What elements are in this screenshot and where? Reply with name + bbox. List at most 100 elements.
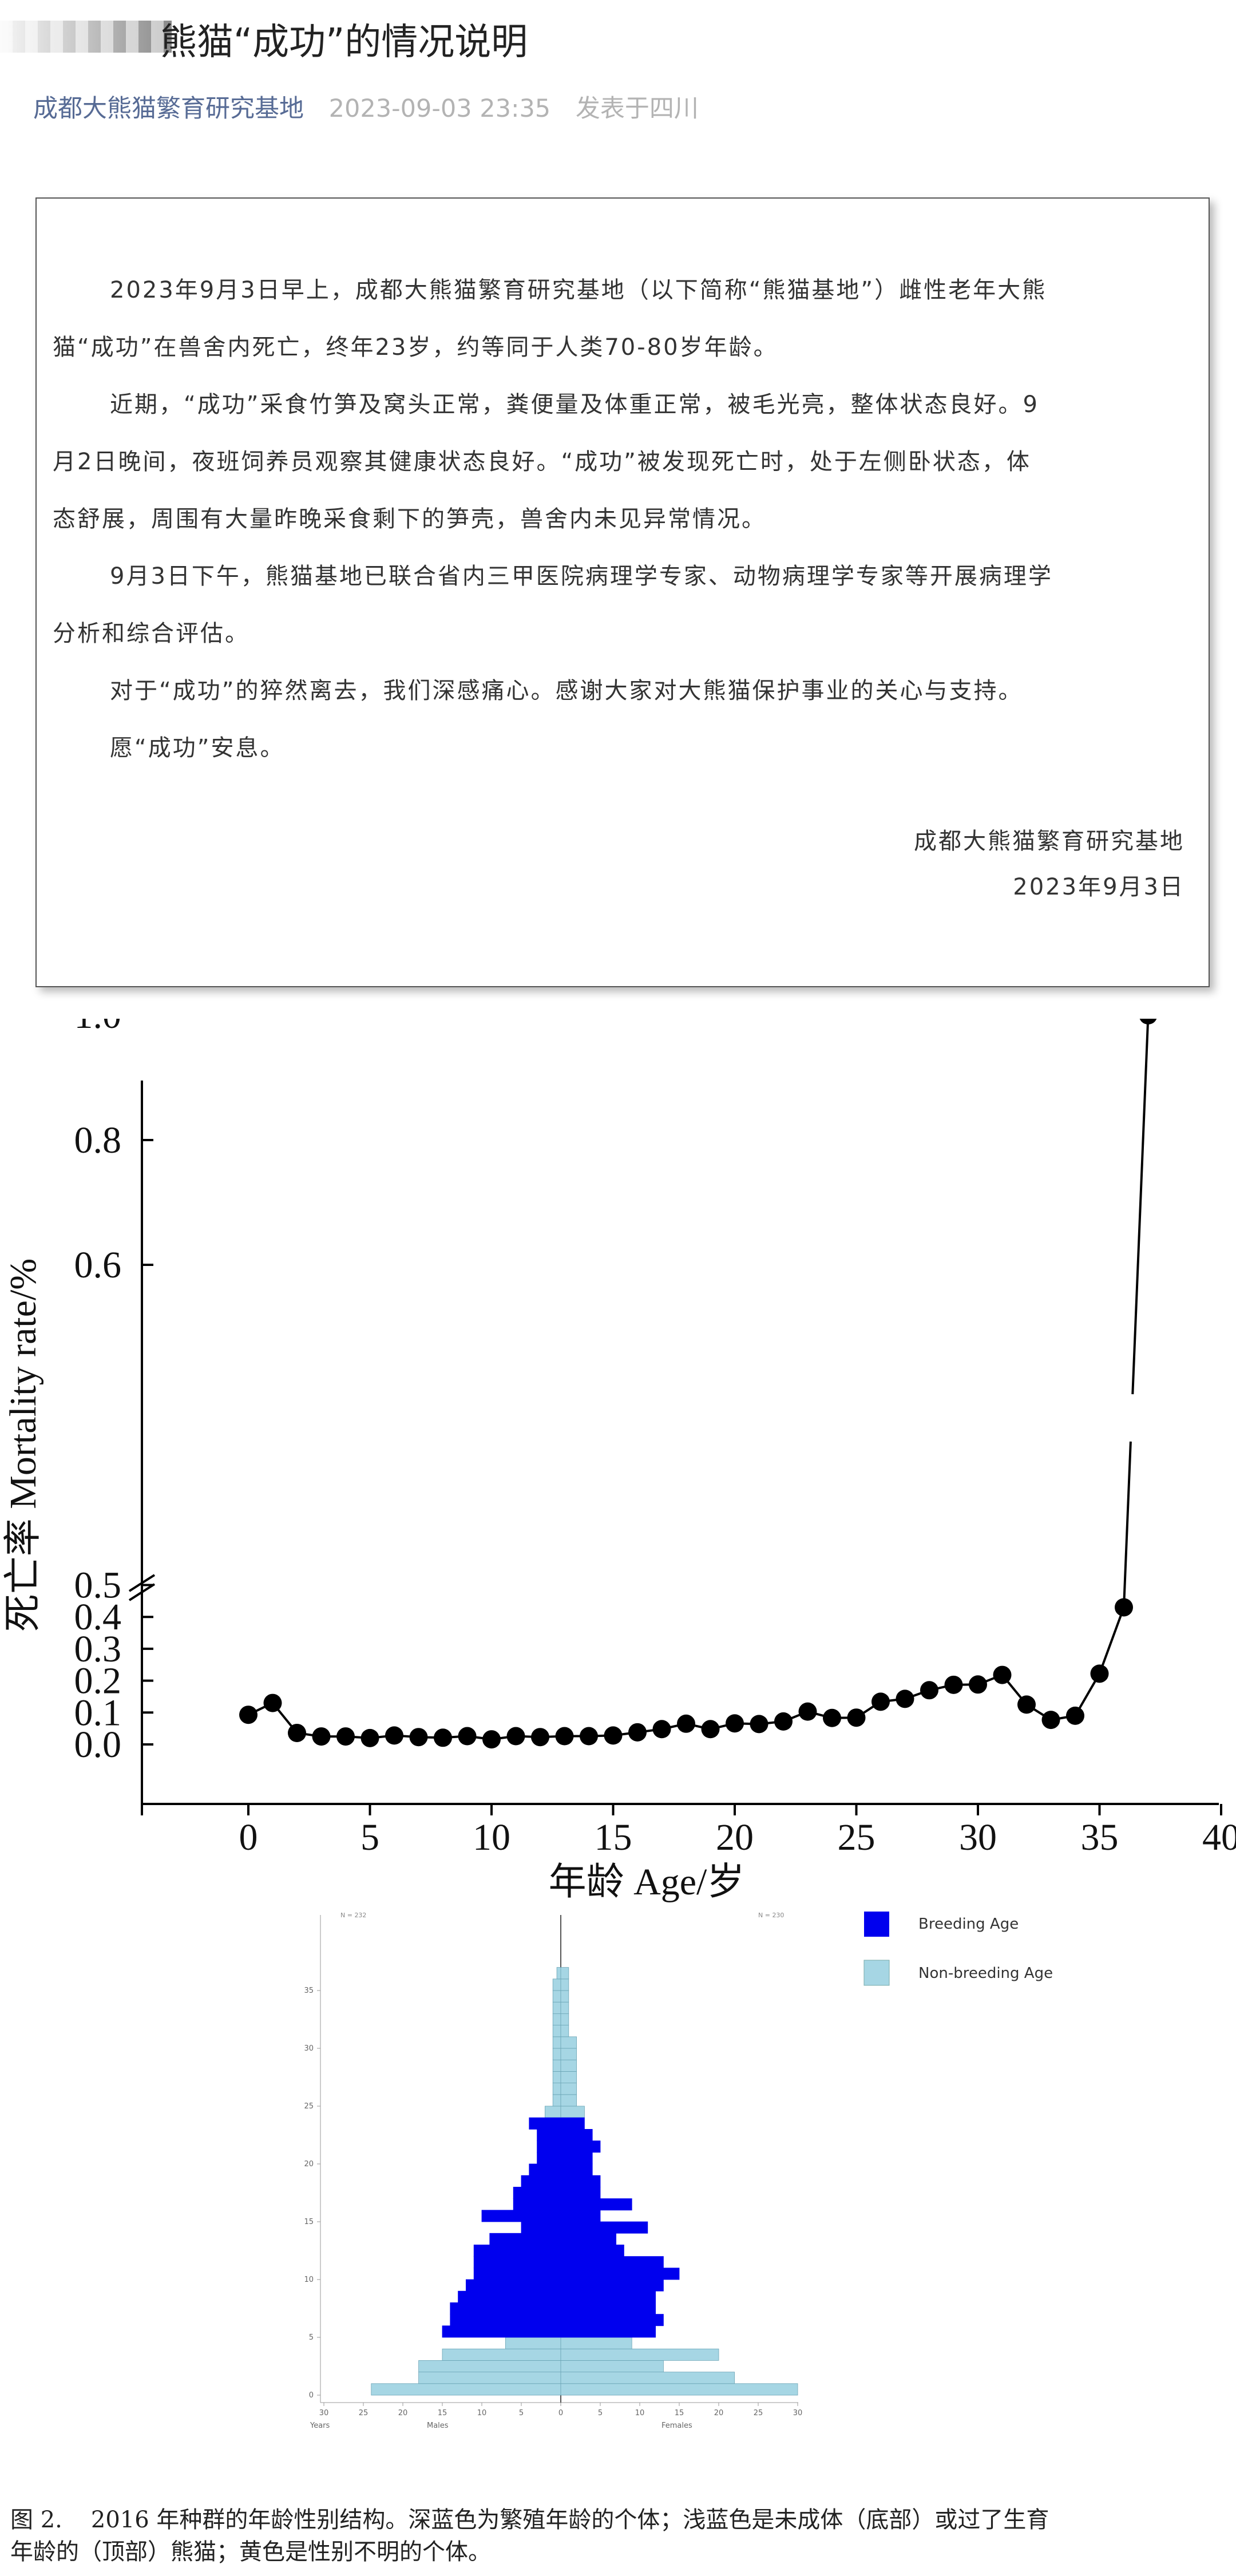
female-breeding-bar [560, 2175, 601, 2187]
female-breeding-bar [560, 2302, 656, 2315]
male-breeding-bar [473, 2245, 561, 2257]
notice-image: 2023年9月3日早上，成都大熊猫繁育研究基地（以下简称“熊猫基地”）雌性老年大… [35, 197, 1210, 987]
female-breeding-bar [560, 2279, 664, 2292]
female-non-breeding-bar [560, 2025, 569, 2037]
male-breeding-bar [473, 2256, 561, 2269]
male-non-breeding-bar [552, 2071, 561, 2083]
female-non-breeding-bar [560, 2048, 577, 2060]
male-non-breeding-bar [556, 1967, 561, 1980]
source-link[interactable]: 成都大熊猫繁育研究基地 [33, 94, 304, 123]
female-non-breeding-bar [560, 2001, 569, 2014]
notice-date: 2023年9月3日 [1013, 874, 1184, 900]
male-breeding-bar [513, 2186, 561, 2199]
series-segment [1131, 1019, 1150, 1395]
male-breeding-bar [537, 2152, 561, 2165]
data-point [434, 1728, 452, 1747]
male-non-breeding-bar [552, 2048, 561, 2060]
data-point [531, 1728, 549, 1747]
publish-location: 发表于四川 [575, 94, 699, 123]
pyramid-count-label: 5 [598, 2409, 603, 2417]
article-meta: 成都大熊猫繁育研究基地 2023-09-03 23:35 发表于四川 [33, 89, 699, 124]
data-point [726, 1714, 744, 1733]
pyramid-count-label: 20 [398, 2409, 408, 2417]
male-breeding-bar [529, 2117, 561, 2130]
male-non-breeding-bar [552, 1979, 561, 1991]
y-tick-label: 0.5 [74, 1565, 122, 1606]
y-tick-label: 0.8 [74, 1119, 122, 1161]
female-non-breeding-bar [560, 2059, 577, 2072]
data-point [506, 1727, 525, 1746]
male-breeding-bar [513, 2198, 561, 2211]
pyramid-age-label: 35 [304, 1987, 314, 1995]
female-breeding-bar [560, 2290, 656, 2303]
figure-number: 图 2. [10, 2507, 62, 2533]
female-non-breeding-bar [560, 2337, 632, 2349]
female-non-breeding-bar [560, 2360, 664, 2373]
female-non-breeding-bar [560, 2036, 577, 2049]
data-point [1139, 1019, 1157, 1024]
notice-paragraph-1-line-1: 2023年9月3日早上，成都大熊猫繁育研究基地（以下简称“熊猫基地”）雌性老年大… [110, 277, 1047, 303]
y-tick-label: 0.3 [74, 1628, 122, 1670]
data-point [555, 1727, 574, 1746]
pyramid-age-label: 10 [304, 2276, 314, 2284]
pyramid-years-label: Years [310, 2421, 330, 2430]
male-non-breeding-bar [552, 2025, 561, 2037]
male-non-breeding-bar [552, 2094, 561, 2107]
pyramid-count-label: 20 [714, 2409, 724, 2417]
pyramid-age-label: 15 [304, 2218, 314, 2226]
notice-paragraph-1-line-2: 猫“成功”在兽舍内死亡，终年23岁，约等同于人类70-80岁年龄。 [53, 334, 778, 361]
data-point [847, 1708, 866, 1727]
pyramid-age-label: 25 [304, 2102, 314, 2111]
male-breeding-bar [537, 2140, 561, 2153]
pyramid-count-label: 30 [319, 2409, 329, 2417]
legend-non-breeding-age: Non-breeding Age [918, 1965, 1053, 1982]
female-breeding-bar [560, 2314, 664, 2326]
data-point [458, 1727, 477, 1746]
female-breeding-bar [560, 2140, 601, 2153]
male-non-breeding-bar [552, 2001, 561, 2014]
mortality-line [248, 1019, 1150, 1741]
data-point [677, 1714, 695, 1733]
data-point [482, 1730, 501, 1749]
male-non-breeding-bar [552, 1990, 561, 2003]
pyramid-males-label: Males [427, 2421, 449, 2430]
pyramid-count-label: 10 [635, 2409, 645, 2417]
axis-break-mark [128, 1574, 156, 1592]
x-tick-label: 25 [838, 1817, 876, 1858]
notice-paragraph-2-line-3: 态舒展，周围有大量昨晚采食剩下的笋壳，兽舍内未见异常情况。 [53, 506, 766, 532]
data-point [750, 1715, 768, 1734]
female-breeding-bar [560, 2186, 601, 2199]
male-non-breeding-bar [418, 2360, 561, 2373]
notice-paragraph-2-line-1: 近期，“成功”采食竹笋及窝头正常，粪便量及体重正常，被毛光亮，整体状态良好。9 [110, 391, 1039, 418]
figure-caption: 图 2. 2016 年种群的年龄性别结构。深蓝色为繁殖年龄的个体；浅蓝色是未成体（… [10, 2504, 1229, 2568]
caption-line-1: 2016 年种群的年龄性别结构。深蓝色为繁殖年龄的个体；浅蓝色是未成体（底部）或… [90, 2507, 1049, 2533]
notice-signature: 成都大熊猫繁育研究基地 [914, 828, 1184, 854]
pyramid-females-label: Females [661, 2421, 692, 2430]
female-non-breeding-bar [560, 2348, 719, 2361]
data-point [239, 1706, 258, 1724]
x-tick-label: 35 [1081, 1817, 1119, 1858]
male-non-breeding-bar [505, 2337, 561, 2349]
notice-paragraph-3-line-1: 9月3日下午，熊猫基地已联合省内三甲医院病理学专家、动物病理学专家等开展病理学 [110, 563, 1053, 589]
data-point [360, 1728, 379, 1747]
data-point [1041, 1711, 1060, 1730]
pyramid-age-label: 5 [309, 2333, 314, 2342]
article-title-text: 熊猫“成功”的情况说明 [160, 21, 528, 64]
pyramid-age-label: 30 [304, 2044, 314, 2053]
article-title: 熊猫“成功”的情况说明 [0, 8, 687, 64]
male-non-breeding-bar [442, 2348, 561, 2361]
data-point [871, 1692, 890, 1711]
data-point [1017, 1695, 1036, 1714]
pyramid-bars [371, 1967, 798, 2396]
notice-paragraph-4: 对于“成功”的猝然离去，我们深感痛心。感谢大家对大熊猫保护事业的关心与支持。 [110, 678, 1023, 704]
pyramid-n-left: N = 232 [340, 1912, 366, 1919]
female-non-breeding-bar [560, 2071, 577, 2083]
pyramid-age-label: 20 [304, 2160, 314, 2169]
pyramid-count-label: 30 [793, 2409, 803, 2417]
axis-break-mark [128, 1583, 156, 1601]
female-non-breeding-bar [560, 2106, 585, 2118]
male-breeding-bar [489, 2233, 561, 2245]
y-axis-label: 死亡率 Mortality rate/% [2, 1259, 44, 1632]
male-breeding-bar [521, 2221, 561, 2234]
data-point [993, 1665, 1012, 1684]
